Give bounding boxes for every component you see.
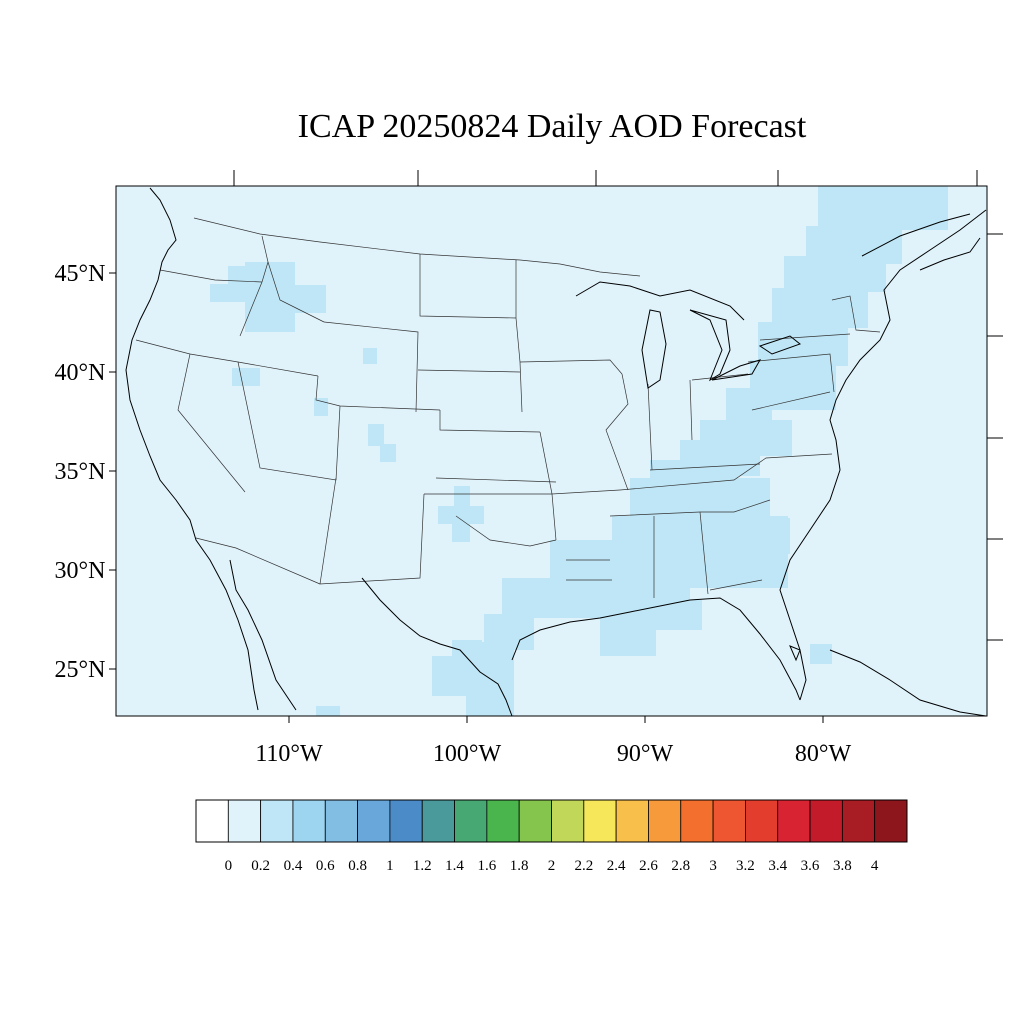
colorbar-swatch xyxy=(260,799,294,843)
colorbar-swatch xyxy=(421,799,455,843)
colorbar-label: 2.2 xyxy=(574,858,593,874)
aod-patch xyxy=(368,424,384,446)
colorbar-label: 1.4 xyxy=(445,858,464,874)
colorbar xyxy=(195,799,908,843)
colorbar-label: 0.2 xyxy=(251,858,270,874)
colorbar-swatch xyxy=(648,799,682,843)
aod-patch xyxy=(232,368,260,386)
lon-tick-label: 110°W xyxy=(255,741,323,767)
lon-axis: 110°W 100°W 90°W 80°W xyxy=(255,716,851,767)
coastline xyxy=(125,187,987,717)
colorbar-swatch xyxy=(712,799,746,843)
aod-patch xyxy=(314,398,328,416)
top-ticks xyxy=(233,170,978,186)
colorbar-label: 0 xyxy=(225,858,233,874)
lat-tick-label: 35°N xyxy=(55,459,106,485)
colorbar-swatch xyxy=(357,799,391,843)
lon-tick-label: 80°W xyxy=(795,741,852,767)
colorbar-swatch xyxy=(389,799,423,843)
colorbar-label: 0.4 xyxy=(284,858,303,874)
colorbar-swatch xyxy=(809,799,843,843)
colorbar-swatch xyxy=(486,799,520,843)
colorbar-swatch xyxy=(680,799,714,843)
colorbar-swatch xyxy=(745,799,779,843)
colorbar-label: 2.4 xyxy=(607,858,626,874)
colorbar-label: 3 xyxy=(709,858,717,874)
colorbar-swatch xyxy=(454,799,488,843)
lat-tick-label: 45°N xyxy=(55,261,106,287)
aod-patch xyxy=(600,616,656,656)
aod-patch xyxy=(550,540,616,584)
colorbar-swatch xyxy=(518,799,552,843)
colorbar-label: 4 xyxy=(871,858,879,874)
lon-tick-label: 100°W xyxy=(433,741,502,767)
aod-patch xyxy=(818,186,948,230)
aod-patch xyxy=(316,706,340,716)
colorbar-swatch xyxy=(841,799,876,843)
aod-patch xyxy=(758,322,848,366)
colorbar-swatch xyxy=(551,799,585,843)
colorbar-swatch xyxy=(777,799,811,843)
aod-patch xyxy=(452,522,470,542)
colorbar-swatch xyxy=(292,799,326,843)
aod-patch xyxy=(363,348,377,364)
colorbar-swatch xyxy=(324,799,358,843)
aod-patches xyxy=(210,186,948,716)
colorbar-label: 0.8 xyxy=(348,858,367,874)
lon-tick-label: 90°W xyxy=(617,741,674,767)
aod-patch xyxy=(380,444,396,462)
colorbar-frame xyxy=(195,799,908,843)
aod-patch xyxy=(730,478,770,516)
colorbar-label: 3.8 xyxy=(833,858,852,874)
aod-patch xyxy=(466,678,514,716)
colorbar-label: 3.6 xyxy=(801,858,820,874)
state-borders xyxy=(135,217,881,598)
colorbar-label: 2.8 xyxy=(671,858,690,874)
colorbar-label: 3.2 xyxy=(736,858,755,874)
aod-patch xyxy=(810,644,832,664)
colorbar-swatch xyxy=(195,799,229,843)
aod-patch xyxy=(652,600,702,630)
aod-patch xyxy=(245,262,295,332)
right-ticks xyxy=(987,233,1003,641)
colorbar-swatch xyxy=(874,799,908,843)
colorbar-label: 1.6 xyxy=(477,858,496,874)
colorbar-label: 1.8 xyxy=(510,858,529,874)
aod-patch xyxy=(290,285,326,313)
lat-axis: 45°N 40°N 35°N 30°N 25°N xyxy=(55,261,116,683)
lat-tick-label: 30°N xyxy=(55,558,106,584)
map-frame xyxy=(115,185,988,717)
aod-patch xyxy=(502,578,552,618)
map-title: ICAP 20250824 Daily AOD Forecast xyxy=(297,108,807,145)
aod-patch xyxy=(454,486,470,506)
colorbar-swatch xyxy=(615,799,649,843)
aod-patch xyxy=(210,284,255,302)
aod-patch xyxy=(438,506,484,524)
colorbar-swatch xyxy=(583,799,617,843)
colorbar-label: 0.6 xyxy=(316,858,335,874)
aod-patch xyxy=(784,256,886,292)
colorbar-label: 1 xyxy=(386,858,394,874)
aod-patch xyxy=(750,518,790,554)
colorbar-label: 3.4 xyxy=(768,858,787,874)
colorbar-label: 2 xyxy=(548,858,556,874)
colorbar-swatch xyxy=(227,799,262,843)
lat-tick-label: 25°N xyxy=(55,657,106,683)
colorbar-labels: 0 0.2 0.4 0.6 0.8 1 1.2 1.4 1.6 1.8 2 2.2 2.4 2.6 2.8 3… xyxy=(225,858,879,874)
lat-tick-label: 40°N xyxy=(55,360,106,386)
colorbar-label: 1.2 xyxy=(413,858,432,874)
map-area xyxy=(115,185,988,717)
colorbar-label: 2.6 xyxy=(639,858,658,874)
